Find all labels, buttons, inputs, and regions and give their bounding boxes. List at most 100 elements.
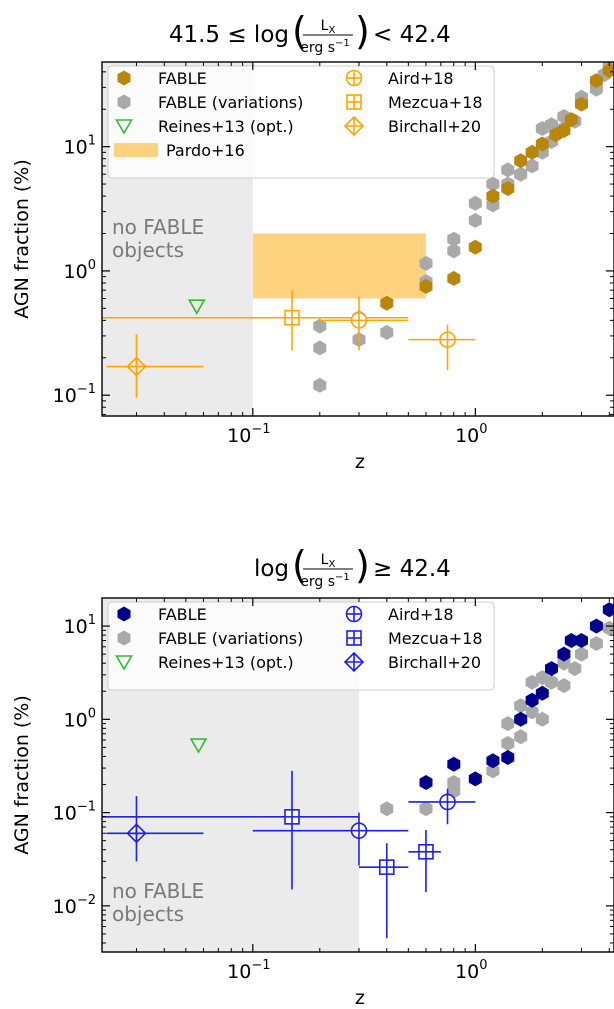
- title-left: log: [254, 556, 289, 582]
- y-axis-label: AGN fraction (%): [11, 159, 33, 319]
- x-tick-label: 100: [455, 422, 487, 447]
- legend-marker-tri: [115, 119, 133, 135]
- variation-point: [525, 704, 539, 720]
- mezcua-18point: [284, 809, 300, 825]
- legend-marker-hex: [117, 94, 131, 110]
- aird-18point: [439, 331, 456, 348]
- legend: FABLE Aird+18 FABLE (variations) Mezcua+18 R…: [107, 601, 495, 691]
- title-numerator: LX: [321, 18, 336, 36]
- shade-label-line: objects: [112, 238, 184, 262]
- mezcua-18point: [378, 859, 395, 875]
- legend-marker-circ: [345, 605, 363, 623]
- fable-point: [468, 771, 482, 787]
- legend-box: [107, 65, 495, 179]
- fable-point: [589, 73, 603, 89]
- fable-point: [589, 618, 603, 634]
- legend-label: FABLE (variations): [158, 93, 303, 112]
- fable-point: [501, 181, 515, 197]
- x-tick-label: 100: [455, 958, 487, 983]
- fable-point: [557, 646, 571, 662]
- legend-label: Birchall+20: [388, 117, 481, 136]
- variation-point: [501, 716, 515, 732]
- variation-point: [525, 674, 539, 690]
- fable-point: [380, 295, 394, 311]
- y-tick-label: 10−1: [53, 800, 96, 825]
- title-paren-close: ): [355, 543, 370, 587]
- variation-point: [419, 255, 433, 271]
- legend-marker-sq: [346, 630, 362, 646]
- legend-box: [107, 601, 495, 691]
- variation-point: [525, 158, 539, 174]
- legend-label: Mezcua+18: [388, 629, 483, 648]
- variation-point: [380, 324, 394, 340]
- legend-label: Aird+18: [388, 605, 454, 624]
- fable-point: [575, 96, 588, 112]
- title-denominator: erg s−1: [300, 572, 350, 590]
- variation-point: [589, 636, 603, 651]
- legend-label: Aird+18: [388, 69, 454, 88]
- shade-label-line: no FABLE: [112, 215, 204, 239]
- variation-point: [447, 231, 461, 247]
- legend-marker-hex: [117, 606, 131, 622]
- legend-marker-sq: [346, 94, 362, 110]
- title-paren-open: (: [292, 543, 307, 587]
- variation-point: [545, 674, 558, 690]
- title-paren-open: (: [292, 9, 307, 53]
- fable-point: [535, 136, 549, 152]
- fable-point: [486, 188, 500, 204]
- legend-marker-hex: [117, 70, 131, 86]
- variation-point: [514, 698, 528, 714]
- variation-point: [568, 661, 582, 677]
- variation-point: [514, 729, 528, 745]
- aird-18point: [439, 793, 456, 811]
- legend-label: Mezcua+18: [388, 93, 483, 112]
- variation-point: [419, 801, 433, 817]
- aird-18point: [350, 822, 368, 839]
- variation-point: [514, 166, 528, 182]
- legend-label: Reines+13 (opt.): [158, 117, 294, 136]
- variation-point: [468, 212, 482, 228]
- variation-point: [380, 801, 394, 817]
- variation-point: [313, 318, 327, 334]
- variation-point: [575, 646, 588, 662]
- x-axis-label: z: [355, 987, 365, 1009]
- fable-point: [447, 756, 461, 772]
- legend-label: FABLE: [158, 69, 207, 88]
- variation-point: [501, 736, 515, 751]
- fable-point: [419, 775, 433, 790]
- legend-label: Pardo+16: [166, 141, 245, 160]
- fable-point: [602, 63, 614, 78]
- fable-point: [602, 602, 614, 618]
- legend-marker-tri: [115, 655, 133, 671]
- fable-point: [486, 753, 500, 769]
- variation-point: [468, 195, 482, 211]
- axes-frame: [101, 61, 614, 417]
- y-tick-label: 100: [64, 706, 96, 731]
- chart-title: log(LX erg s−1) ≥ 42.4: [254, 543, 451, 590]
- mezcua-18point: [284, 309, 300, 326]
- legend-marker-dia: [343, 651, 365, 673]
- variation-point: [602, 620, 614, 636]
- shade-label-line: objects: [112, 902, 184, 926]
- fable-point: [514, 711, 528, 727]
- legend-label: FABLE (variations): [158, 629, 303, 648]
- fable-point: [525, 144, 539, 160]
- title-denominator: erg s−1: [300, 38, 350, 56]
- x-axis-label: z: [355, 451, 365, 473]
- fable-point: [447, 270, 461, 286]
- title-right: ≥ 42.4: [373, 556, 451, 582]
- fable-point: [564, 633, 578, 648]
- variation-point: [486, 763, 500, 779]
- x-tick-label: 10−1: [227, 422, 270, 447]
- birchall-20point: [126, 356, 147, 377]
- legend-marker-circ: [345, 69, 363, 87]
- birchall-20point: [126, 823, 147, 844]
- legend-label: Birchall+20: [388, 653, 481, 672]
- title-left: 41.5 ≤ log: [169, 22, 289, 48]
- reines-point: [187, 299, 206, 315]
- legend: FABLE Aird+18 FABLE (variations) Mezcua+18 R…: [107, 65, 495, 179]
- y-tick-label: 101: [64, 134, 96, 159]
- reines-point: [189, 738, 208, 754]
